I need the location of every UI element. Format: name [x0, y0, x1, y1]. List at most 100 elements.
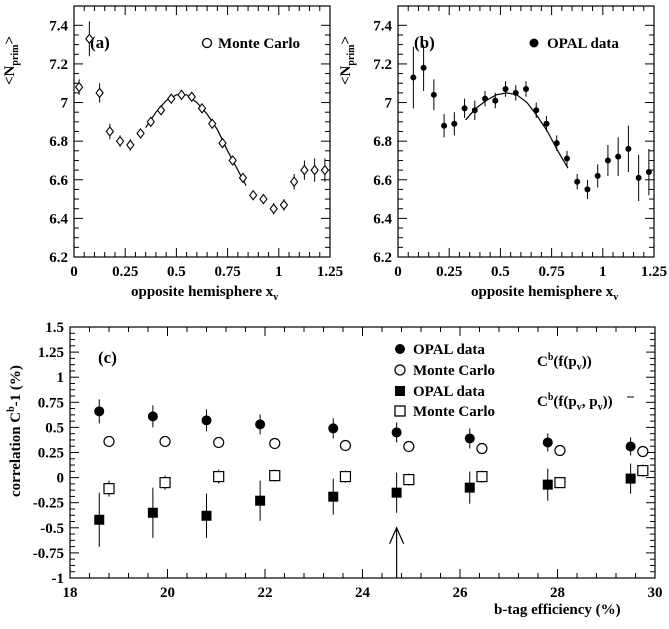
panel-c-series-3-point — [103, 483, 115, 495]
panel-c-series-3-point — [213, 470, 225, 483]
panel-c-series-2-point — [542, 479, 553, 490]
panel-c-series-1-point — [403, 440, 415, 453]
panel-b-series-0-point — [625, 145, 632, 152]
panel-c-ytick-label: 0.75 — [38, 395, 64, 411]
panel-c-data — [94, 399, 649, 578]
panel-a-legend-label: Monte Carlo — [218, 36, 300, 52]
panel-b-label: (b) — [414, 33, 435, 52]
panel-a-xtick-label: 0 — [70, 264, 78, 280]
panel-c-series-0-point — [328, 423, 339, 434]
panel-c-xtick-label: 30 — [648, 585, 663, 601]
panel-c-series-0-point — [255, 419, 266, 430]
panel-a-xtick-label: 0.75 — [214, 264, 240, 280]
panel-c-series-3-point — [403, 474, 415, 486]
panel-a-series-0-point — [74, 81, 84, 93]
panel-b-series-0-point — [420, 64, 427, 71]
panel-a-series-0-point — [146, 116, 155, 128]
panel-c-ytick-label: 1.25 — [38, 345, 64, 361]
panel-a-xlabel-main: opposite hemisphere x — [131, 284, 274, 300]
panel-b-series-0-point — [574, 178, 581, 185]
panel-c-legend-marker-mc-circle — [394, 364, 406, 376]
panel-b-series-0-point — [451, 120, 458, 127]
panel-a-series-0-point — [269, 203, 278, 215]
panel-b-series-0-point — [615, 153, 622, 160]
panel-c: 18 20 22 24 26 28 30 -1 -0.75 -0.5 -0.25 0 0.25 0.5 0.… — [6, 320, 663, 618]
panel-c-series-3-point — [637, 464, 649, 477]
g2-rest: (f(p — [553, 394, 576, 410]
panel-a-fit-curve — [145, 94, 247, 186]
panel-b-legend-marker — [529, 38, 539, 48]
panel-c-series-0-point — [147, 411, 158, 422]
panel-c-legend-label-1: OPAL data — [413, 342, 485, 358]
panel-a-series-0-point — [136, 128, 145, 139]
panel-a-ylabel-main: <N — [2, 65, 18, 85]
panel-b-series-0-point — [635, 174, 642, 181]
panel-a-ytick-label: 6.8 — [49, 134, 68, 150]
panel-c-ylabel: correlation Cb-1 (%) — [6, 365, 24, 497]
panel-a-axes: 0 0.25 0.5 0.75 1 1.25 6.2 6.4 6.6 6.8 7 7.2 7.4 — [49, 6, 343, 280]
panel-a-data — [74, 21, 330, 215]
panel-a-series-0-point — [115, 135, 125, 147]
panel-a-xtick-label: 1 — [275, 264, 283, 280]
g2-tail: )) — [603, 394, 613, 410]
g2-sup: b — [548, 392, 554, 403]
panel-c-arrow-head — [389, 526, 405, 545]
panel-b-series-0-point — [563, 155, 570, 162]
panel-b-series-0-point — [502, 86, 509, 93]
panel-a-series-0-point — [208, 118, 217, 130]
panel-c-series-2-point — [328, 491, 339, 502]
g2-sub2: v — [598, 402, 603, 413]
panel-c-series-1-point — [269, 437, 281, 450]
g1-rest: (f(p — [553, 354, 576, 370]
panel-b-xtick-label: 1.25 — [641, 264, 667, 280]
panel-c-xtick-label: 24 — [355, 585, 371, 601]
panel-a-xtick-label: 0.25 — [112, 264, 138, 280]
panel-b: 0 0.25 0.5 0.75 1 1.25 6.2 6.4 6.6 6.8 7 7.2 7.4 (b)… — [338, 5, 667, 303]
panel-c-series-1-point — [476, 442, 488, 455]
panel-b-axes: 0 0.25 0.5 0.75 1 1.25 6.2 6.4 6.6 6.8 7 7.2 7.4 — [373, 6, 667, 280]
panel-a-legend-marker — [201, 37, 213, 49]
panel-b-xlabel-main: opposite hemisphere x — [471, 284, 614, 300]
panel-c-series-2-point — [201, 510, 212, 521]
panel-c-series-1-point — [159, 435, 171, 448]
panel-a-series-0-point — [289, 176, 299, 188]
panel-b-series-0-point — [461, 105, 468, 112]
panel-c-ytick-label: 0 — [57, 471, 65, 487]
panel-b-series-0-point — [604, 157, 611, 164]
panel-c-series-1-point — [554, 444, 566, 457]
panel-b-ytick-label: 7.2 — [373, 57, 392, 73]
panel-b-xtick-label: 1 — [599, 264, 607, 280]
panel-c-xtick-label: 20 — [160, 585, 175, 601]
panel-b-data — [410, 44, 652, 202]
panel-c-ytick-label: -0.75 — [33, 546, 64, 562]
panel-a-series-0-point — [95, 87, 104, 99]
panel-a-ytick-label: 6.4 — [49, 211, 68, 227]
panel-a-ytick-label: 6.6 — [49, 173, 68, 189]
panel-b-series-0-point — [410, 74, 417, 81]
panel-c-series-2-point — [464, 482, 475, 493]
panel-c-xtick-label: 26 — [453, 585, 469, 601]
panel-c-ytick-label: 0.5 — [45, 420, 64, 436]
panel-a-series-0-point — [259, 193, 268, 205]
panel-a-series-0-point — [197, 102, 207, 114]
panel-b-series-0-point — [492, 97, 499, 104]
panel-a-series-0-point — [310, 164, 319, 176]
panel-c-ytick-label: -0.5 — [40, 521, 64, 537]
panel-c-label: (c) — [98, 348, 117, 367]
panel-c-legend-label-3: OPAL data — [413, 384, 485, 400]
panel-a-series-0-point — [249, 189, 258, 201]
panel-c-legend-label-4: Monte Carlo — [413, 404, 495, 420]
panel-c-xtick-label: 18 — [63, 585, 78, 601]
panel-c-ytick-label: -0.25 — [33, 496, 64, 512]
panel-a-series-0-point — [167, 93, 176, 105]
panel-c-ytick-label: -1 — [52, 571, 65, 587]
panel-c-series-0-point — [625, 441, 636, 452]
panel-b-series-0-point — [533, 107, 540, 114]
panel-b-ytick-label: 7.4 — [373, 18, 392, 34]
panel-a-xlabel-sub: v — [273, 292, 278, 303]
panel-c-legend-marker-mc-square — [394, 405, 406, 417]
panel-c-ytick-label: 1 — [57, 370, 65, 386]
panel-c-group-label-2: Cb(f(pv, pv)) — [537, 392, 613, 413]
g1-main: C — [537, 354, 548, 370]
